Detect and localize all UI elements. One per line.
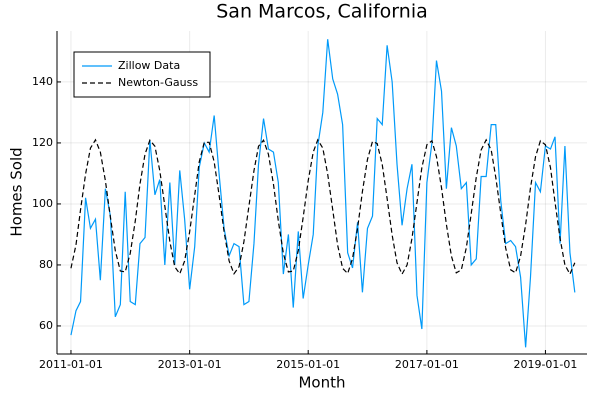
legend-label: Newton-Gauss: [118, 76, 198, 89]
legend-box: [73, 51, 211, 98]
y-tick-label: 60: [39, 319, 53, 332]
x-tick-label: 2011-01-01: [39, 358, 103, 371]
x-tick-label: 2013-01-01: [158, 358, 222, 371]
x-axis-label: Month: [298, 374, 345, 392]
y-tick-label: 140: [32, 75, 53, 88]
series-line: [70, 138, 576, 276]
legend-label: Zillow Data: [118, 59, 180, 72]
x-tick-label: 2017-01-01: [395, 358, 459, 371]
x-tick-label: 2015-01-01: [276, 358, 340, 371]
y-tick-label: 80: [39, 258, 53, 271]
y-tick-label: 100: [32, 197, 53, 210]
series-line: [70, 39, 576, 348]
chart-title: San Marcos, California: [216, 1, 428, 23]
y-axis-label: Homes Sold: [8, 147, 26, 236]
x-tick-label: 2019-01-01: [513, 358, 577, 371]
y-tick-label: 120: [32, 136, 53, 149]
